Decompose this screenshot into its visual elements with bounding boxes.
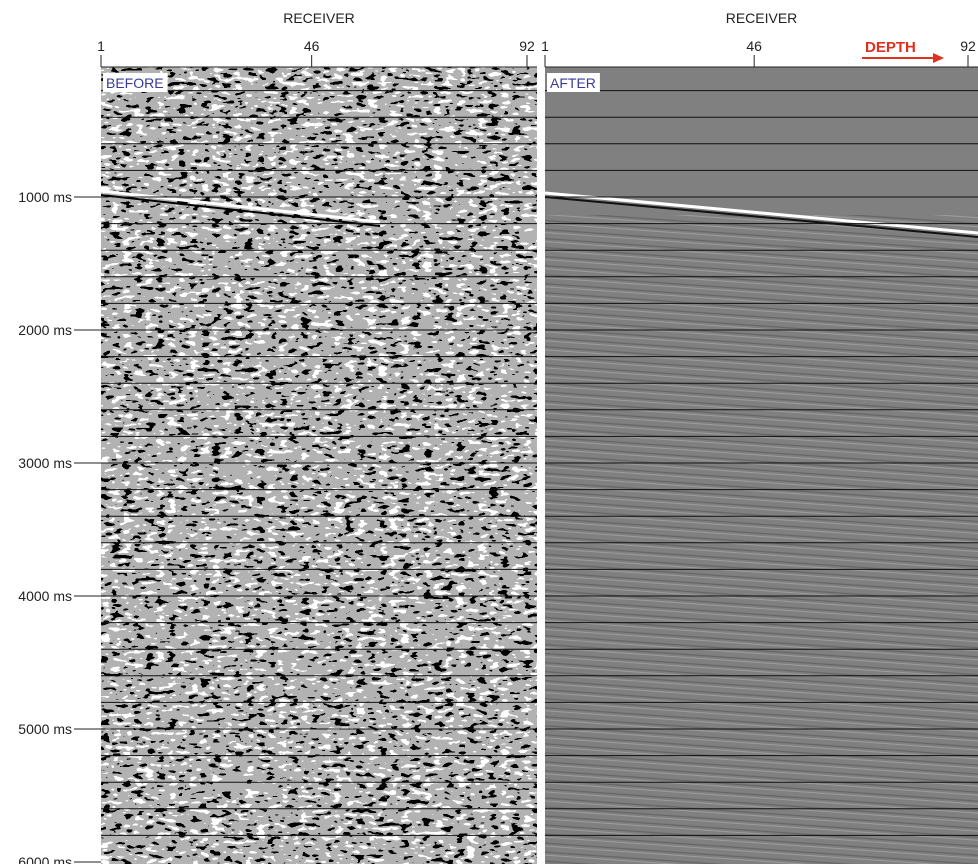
x-tick-label: 46 [746, 38, 762, 54]
seismic-figure: DEPTH RECEIVER 1 46 92 BEFORE RECEIVER 1 46 92 AF… [0, 0, 978, 864]
arrow-head [933, 53, 944, 63]
y-tick-label: 1000 ms [18, 189, 72, 205]
y-tick-label: 3000 ms [18, 455, 72, 471]
before-texture [101, 67, 537, 864]
y-tick-label: 5000 ms [18, 721, 72, 737]
x-tick-label: 92 [519, 38, 535, 54]
annotation: DEPTH [865, 39, 916, 56]
panel-tag: AFTER [550, 75, 596, 91]
x-tick-label: 46 [304, 38, 320, 54]
panel-tag: BEFORE [106, 75, 164, 91]
x-tick-label: 92 [960, 38, 976, 54]
x-tick-label: 1 [541, 38, 549, 54]
x-axis-label: RECEIVER [726, 10, 798, 26]
y-tick-label: 4000 ms [18, 588, 72, 604]
y-tick-label: 2000 ms [18, 322, 72, 338]
y-tick-label: 6000 ms [18, 854, 72, 864]
x-tick-label: 1 [97, 38, 105, 54]
x-axis-label: RECEIVER [283, 10, 355, 26]
after-texture [545, 215, 978, 864]
